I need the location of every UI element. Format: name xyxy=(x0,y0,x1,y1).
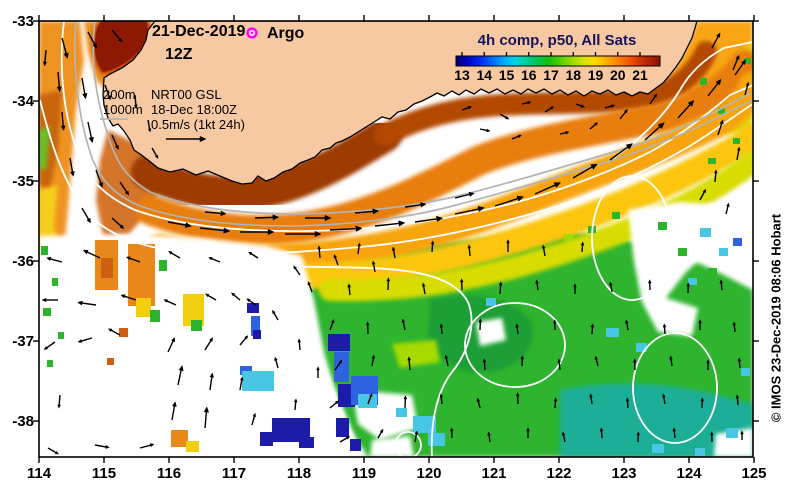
isobath-1000m-label: 1000m xyxy=(103,102,143,117)
ocean-field-layer xyxy=(39,21,753,457)
y-tick-label: -36 xyxy=(12,253,34,270)
colorbar-tick-label: 13 xyxy=(454,67,470,83)
colorbar-tick-label: 19 xyxy=(587,67,604,83)
argo-legend-label: Argo xyxy=(267,25,305,42)
map-date: 21-Dec-2019 xyxy=(152,23,246,40)
colorbar-tick-label: 16 xyxy=(520,67,537,83)
colorbar-title: 4h comp, p50, All Sats xyxy=(477,32,637,49)
colorbar-tick-label: 18 xyxy=(565,67,582,83)
x-tick-label: 125 xyxy=(741,465,767,482)
colorbar-tick-label: 14 xyxy=(476,67,493,83)
current-vectors-layer xyxy=(41,29,750,455)
x-tick-label: 121 xyxy=(481,465,507,482)
colorbar-tick-label: 17 xyxy=(543,67,559,83)
x-tick-label: 124 xyxy=(676,465,702,482)
x-tick-label: 123 xyxy=(611,465,637,482)
x-tick-label: 116 xyxy=(156,465,182,482)
axes-frame xyxy=(33,15,759,463)
y-tick-label: -33 xyxy=(12,13,34,30)
argo-marker-icon xyxy=(246,27,258,39)
y-tick-label: -38 xyxy=(12,413,34,430)
vector-scale-label: 0.5m/s (1kt 24h) xyxy=(151,117,245,132)
colorbar-tick-label: 15 xyxy=(498,67,515,83)
x-tick-label: 122 xyxy=(546,465,572,482)
gsl-model-label: NRT00 GSL xyxy=(151,87,222,102)
colorbar xyxy=(455,52,661,67)
vector-scale-arrow xyxy=(166,135,207,143)
colorbar-tick-label: 21 xyxy=(632,67,648,83)
y-tick-label: -34 xyxy=(12,93,34,110)
x-tick-label: 117 xyxy=(221,465,247,482)
gsl-time-label: 18-Dec 18:00Z xyxy=(151,102,237,117)
y-tick-label: -35 xyxy=(12,173,34,190)
x-tick-label: 114 xyxy=(26,465,52,482)
colorbar-tick-label: 20 xyxy=(609,67,626,83)
x-tick-label: 115 xyxy=(91,465,117,482)
map-time: 12Z xyxy=(165,46,193,63)
y-tick-label: -37 xyxy=(12,333,34,350)
isobath-200m-label: 200m xyxy=(103,87,136,102)
x-tick-label: 120 xyxy=(416,465,442,482)
imos-watermark: © IMOS 23-Dec-2019 08:06 Hobart xyxy=(768,213,784,423)
x-tick-label: 119 xyxy=(351,465,377,482)
x-tick-label: 118 xyxy=(286,465,312,482)
